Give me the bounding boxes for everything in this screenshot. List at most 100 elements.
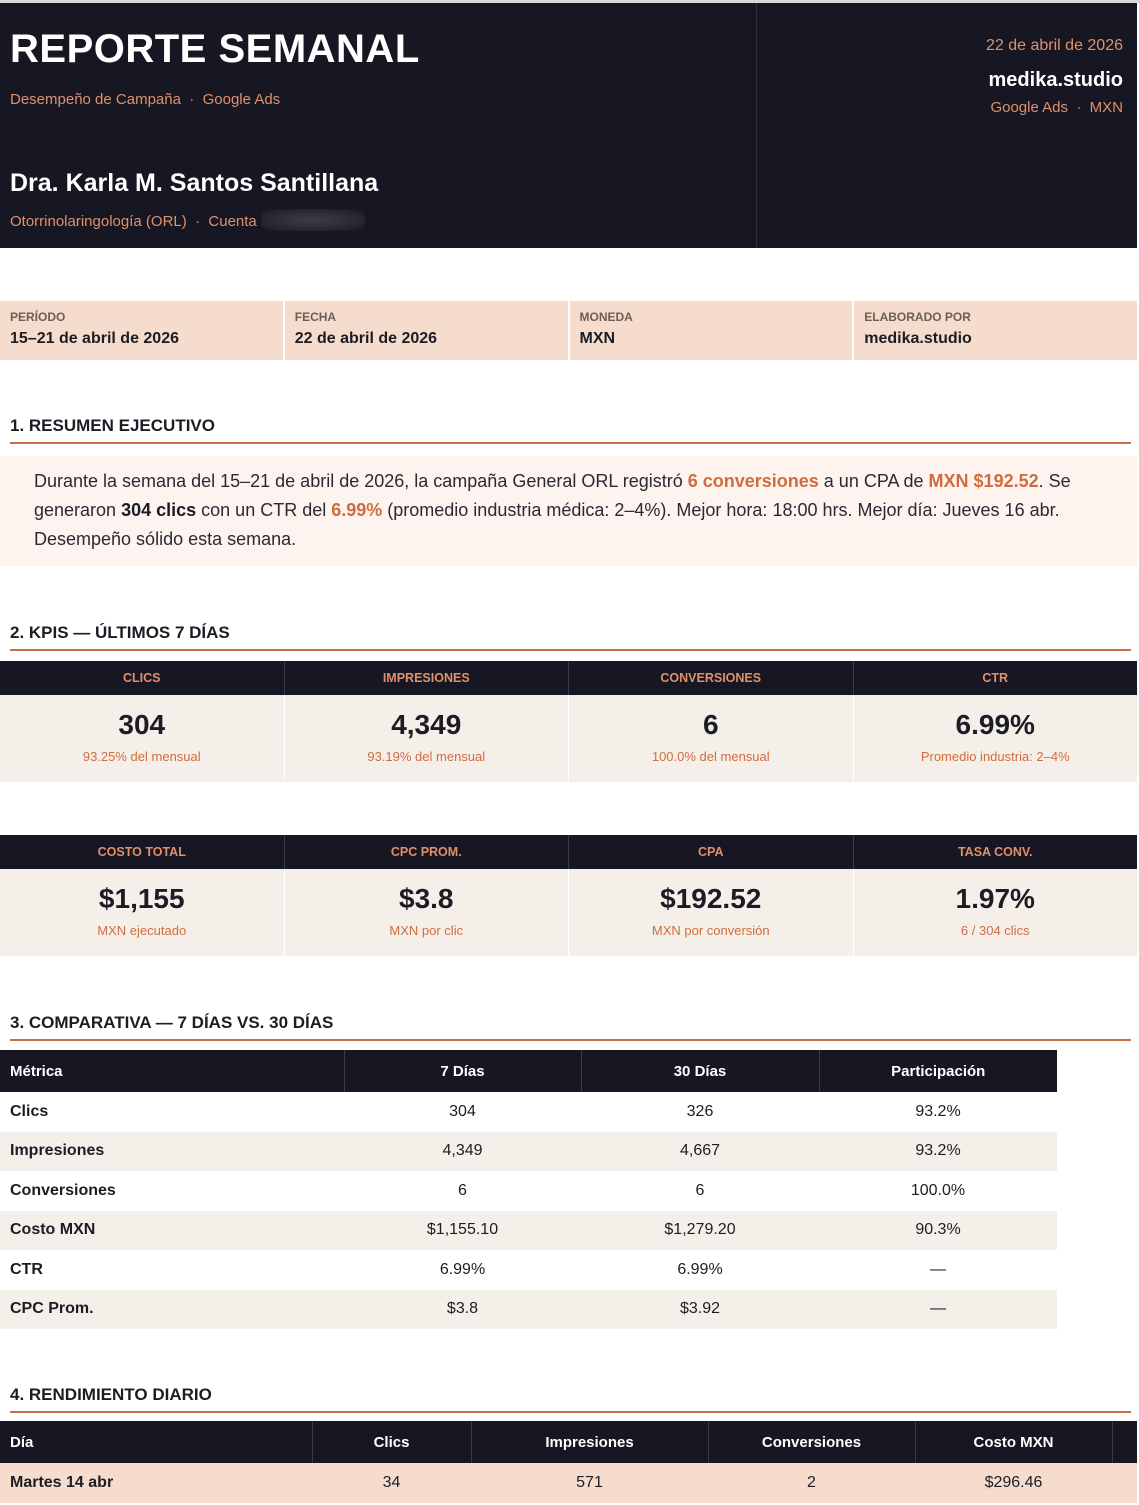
column-header: Participación [819, 1050, 1057, 1092]
kpi-label: TASA CONV. [957, 845, 1033, 859]
info-value: 15–21 de abril de 2026 [10, 330, 179, 347]
metric-name: Conversiones [10, 1181, 116, 1199]
table-row: Martes 14 abr 34 571 2 $296.46 [0, 1463, 1137, 1503]
kpi-header-row-1: CLICS IMPRESIONES CONVERSIONES CTR [0, 661, 1137, 695]
kpi-label: IMPRESIONES [285, 661, 569, 695]
kpi-value: $1,155 [98, 883, 185, 914]
cell-7d: 4,349 [344, 1131, 581, 1171]
section-rule [10, 1411, 1131, 1413]
cell-30d: 6 [695, 1181, 705, 1199]
cell-30d: 4,667 [581, 1131, 819, 1171]
header-divider [756, 3, 757, 248]
info-bar: PERÍODO 15–21 de abril de 2026 FECHA 22 de… [0, 301, 1137, 360]
kpi-note: MXN ejecutado [97, 923, 187, 938]
header-meta: Google Ads · MXN [990, 99, 1123, 116]
table-row: CPC Prom. $3.8 $3.92 — [0, 1289, 1057, 1329]
cell-clicks: 34 [312, 1463, 471, 1503]
cell-7d: 6.99% [439, 1260, 486, 1278]
cell-7d: 304 [449, 1102, 476, 1120]
cell-share: 93.2% [819, 1131, 1057, 1171]
info-date: FECHA 22 de abril de 2026 [285, 301, 570, 360]
client-name: Dra. Karla M. Santos Santillana [10, 169, 379, 197]
kpi-card-total-cost: $1,155 MXN ejecutado [0, 869, 285, 956]
cell-7d: $3.8 [344, 1289, 581, 1329]
daily-table: Día Clics Impresiones Conversiones Costo… [0, 1421, 1137, 1503]
section-rule [10, 442, 1131, 444]
column-header: Clics [312, 1421, 472, 1463]
kpi-note: 6 / 304 clics [960, 923, 1030, 938]
kpi-values-row-2: $1,155 MXN ejecutado $3.8 MXN por clic $19… [0, 869, 1137, 956]
section-rule [10, 1039, 1131, 1041]
info-author: ELABORADO POR medika.studio [854, 301, 1137, 360]
cell-30d: $3.92 [581, 1289, 819, 1329]
metric-name: CTR [10, 1260, 43, 1278]
section-rule [10, 649, 1131, 651]
kpi-card-conversions: 6 100.0% del mensual [569, 695, 854, 782]
summary-cpa: MXN $192.52 [928, 471, 1039, 491]
table-row: Costo MXN $1,155.10 $1,279.20 90.3% [0, 1210, 1057, 1250]
kpi-note: 93.25% del mensual [82, 749, 201, 764]
summary-text: . Se generaron [34, 471, 1071, 520]
column-header-spacer [1112, 1421, 1137, 1463]
cell-30d: $1,279.20 [581, 1210, 819, 1250]
top-border [0, 0, 1139, 3]
kpi-card-impressions: 4,349 93.19% del mensual [285, 695, 569, 782]
summary-conversions: 6 conversiones [687, 471, 819, 491]
kpi-value: 4,349 [391, 709, 462, 740]
metric-name: Costo MXN [0, 1210, 344, 1250]
cell-cost: $296.46 [915, 1463, 1112, 1503]
comparison-table: Métrica 7 Días 30 Días Participación Cli… [0, 1050, 1057, 1329]
kpi-card-cpa: $192.52 MXN por conversión [569, 869, 854, 956]
column-header: 7 Días [344, 1050, 582, 1092]
section-title-comparison: 3. COMPARATIVA — 7 DÍAS VS. 30 DÍAS [10, 1013, 334, 1032]
table-row: Clics 304 326 93.2% [0, 1092, 1057, 1132]
specialty-text: Otorrinolaringología (ORL) · Cuenta [10, 213, 257, 230]
section-title-summary: 1. RESUMEN EJECUTIVO [10, 416, 215, 435]
kpi-label: CPA [569, 835, 854, 869]
kpi-header-row-2: COSTO TOTAL CPC PROM. CPA TASA CONV. [0, 835, 1137, 869]
kpi-value: 304 [118, 709, 166, 740]
section-title-daily: 4. RENDIMIENTO DIARIO [10, 1385, 212, 1404]
summary-ctr: 6.99% [331, 500, 383, 520]
kpi-values-row-1: 304 93.25% del mensual 4,349 93.19% del me… [0, 695, 1137, 782]
table-row: Impresiones 4,349 4,667 93.2% [0, 1131, 1057, 1171]
kpi-note: Promedio industria: 2–4% [920, 749, 1070, 764]
column-header: Día [0, 1421, 313, 1463]
kpi-note: 93.19% del mensual [367, 749, 486, 764]
kpi-card-ctr: 6.99% Promedio industria: 2–4% [854, 695, 1138, 782]
executive-summary: Durante la semana del 15–21 de abril de … [0, 456, 1137, 566]
day-name: Martes 14 abr [0, 1463, 312, 1503]
summary-text: con un CTR del [196, 500, 332, 520]
cell-share: — [819, 1289, 1057, 1329]
table-header-row: Métrica 7 Días 30 Días Participación [0, 1050, 1057, 1092]
table-row: Conversiones 6 6 100.0% [0, 1171, 1057, 1211]
kpi-card-conv-rate: 1.97% 6 / 304 clics [854, 869, 1138, 956]
kpi-label: COSTO TOTAL [0, 835, 285, 869]
section-title-kpis: 2. KPIS — ÚLTIMOS 7 DÍAS [10, 623, 230, 642]
metric-name: Clics [10, 1102, 49, 1120]
summary-text: (promedio industria médica: 2–4%). Mejor… [34, 500, 1060, 549]
cell-spacer [1112, 1463, 1137, 1503]
column-header: Métrica [0, 1050, 345, 1092]
info-period: PERÍODO 15–21 de abril de 2026 [0, 301, 285, 360]
client-specialty: Otorrinolaringología (ORL) · Cuenta [10, 209, 365, 231]
info-label: MONEDA [579, 310, 633, 324]
column-header: 30 Días [581, 1050, 820, 1092]
info-currency: MONEDA MXN [570, 301, 855, 360]
table-row: CTR 6.99% 6.99% — [0, 1250, 1057, 1290]
summary-clicks: 304 clics [121, 500, 197, 520]
column-header: Conversiones [708, 1421, 916, 1463]
info-value: MXN [579, 330, 616, 347]
kpi-card-clicks: 304 93.25% del mensual [0, 695, 285, 782]
report-header: REPORTE SEMANAL Desempeño de Campaña · G… [0, 3, 1137, 248]
kpi-label: CTR [982, 671, 1009, 685]
summary-text: a un CPA de [818, 471, 929, 491]
report-subtitle: Desempeño de Campaña · Google Ads [10, 91, 281, 108]
kpi-note: MXN por conversión [651, 923, 770, 938]
kpi-value: 1.97% [955, 883, 1035, 914]
kpi-value: 6 [702, 709, 719, 740]
info-value: medika.studio [864, 330, 972, 347]
info-value: 22 de abril de 2026 [294, 330, 438, 347]
cell-7d: 6 [458, 1181, 467, 1199]
report-title: REPORTE SEMANAL [10, 27, 420, 71]
